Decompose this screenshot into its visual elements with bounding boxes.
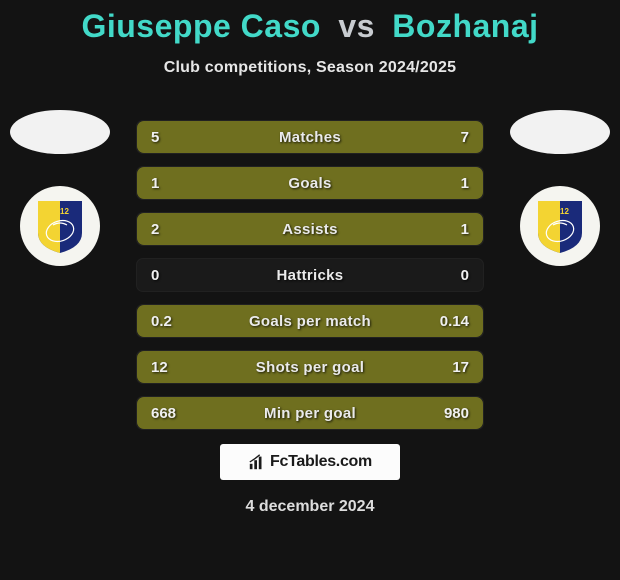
club-shield-icon: 1912	[34, 197, 86, 255]
stat-value-right: 1	[413, 175, 483, 192]
player1-avatar	[10, 110, 110, 154]
club-year: 1912	[551, 207, 569, 216]
stat-row: 1Goals1	[136, 166, 484, 200]
stat-label: Hattricks	[207, 267, 413, 284]
stat-label: Min per goal	[207, 405, 413, 422]
stat-label: Assists	[207, 221, 413, 238]
player2-name: Bozhanaj	[392, 8, 538, 44]
left-side-panel: 1912	[0, 110, 120, 266]
player2-avatar	[510, 110, 610, 154]
stat-value-right: 0	[413, 267, 483, 284]
stats-rows: 5Matches71Goals12Assists10Hattricks00.2G…	[136, 120, 484, 442]
stat-value-left: 2	[137, 221, 207, 238]
player1-name: Giuseppe Caso	[81, 8, 320, 44]
subtitle: Club competitions, Season 2024/2025	[0, 59, 620, 77]
stat-value-right: 1	[413, 221, 483, 238]
stat-label: Matches	[207, 129, 413, 146]
club-shield-icon: 1912	[534, 197, 586, 255]
stat-value-right: 17	[413, 359, 483, 376]
stat-value-right: 0.14	[413, 313, 483, 330]
stat-value-left: 1	[137, 175, 207, 192]
player1-club-badge: 1912	[20, 186, 100, 266]
date-text: 4 december 2024	[0, 498, 620, 516]
stat-row: 12Shots per goal17	[136, 350, 484, 384]
stat-row: 0.2Goals per match0.14	[136, 304, 484, 338]
stat-row: 5Matches7	[136, 120, 484, 154]
stat-row: 2Assists1	[136, 212, 484, 246]
stat-value-left: 668	[137, 405, 207, 422]
stat-value-left: 5	[137, 129, 207, 146]
brand-text: FcTables.com	[270, 453, 372, 471]
stat-label: Goals	[207, 175, 413, 192]
vs-text: vs	[338, 8, 375, 44]
stat-label: Goals per match	[207, 313, 413, 330]
stat-value-left: 0.2	[137, 313, 207, 330]
comparison-title: Giuseppe Caso vs Bozhanaj	[0, 0, 620, 45]
fctables-logo-icon	[248, 453, 266, 471]
stat-value-left: 0	[137, 267, 207, 284]
stat-value-right: 7	[413, 129, 483, 146]
stat-value-left: 12	[137, 359, 207, 376]
stat-value-right: 980	[413, 405, 483, 422]
club-year: 1912	[51, 207, 69, 216]
right-side-panel: 1912	[500, 110, 620, 266]
brand-footer: FcTables.com	[220, 444, 400, 480]
stat-row: 0Hattricks0	[136, 258, 484, 292]
stat-row: 668Min per goal980	[136, 396, 484, 430]
player2-club-badge: 1912	[520, 186, 600, 266]
stat-label: Shots per goal	[207, 359, 413, 376]
